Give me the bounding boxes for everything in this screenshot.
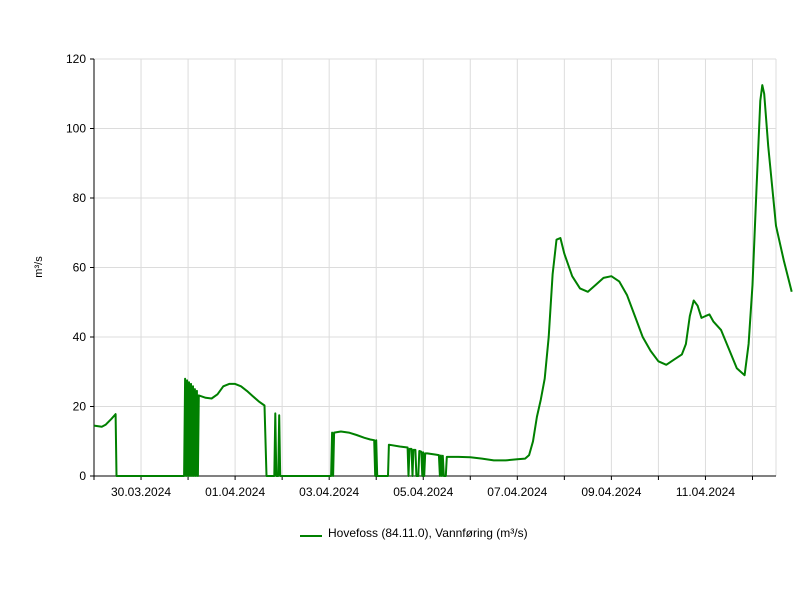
x-tick-label: 01.04.2024 bbox=[205, 485, 265, 499]
x-tick-label: 07.04.2024 bbox=[487, 485, 547, 499]
y-tick-label: 40 bbox=[73, 330, 87, 344]
x-tick-label: 05.04.2024 bbox=[393, 485, 453, 499]
x-tick-label: 09.04.2024 bbox=[581, 485, 641, 499]
y-axis-ticks: 0 20 40 60 80 100 120 bbox=[66, 52, 95, 483]
x-tick-label: 03.04.2024 bbox=[299, 485, 359, 499]
legend-label: Hovefoss (84.11.0), Vannføring (m³/s) bbox=[328, 526, 528, 540]
x-axis-ticks: 30.03.2024 01.04.2024 03.04.2024 05.04.2024… bbox=[93, 475, 776, 499]
grid bbox=[93, 58, 777, 476]
y-tick-label: 60 bbox=[73, 261, 87, 275]
y-tick-label: 0 bbox=[79, 469, 86, 483]
y-axis-label: m³/s bbox=[33, 256, 45, 278]
y-tick-label: 80 bbox=[73, 191, 87, 205]
y-tick-label: 120 bbox=[66, 52, 86, 66]
series-line bbox=[93, 84, 793, 477]
legend: Hovefoss (84.11.0), Vannføring (m³/s) bbox=[300, 527, 528, 540]
x-tick-label: 11.04.2024 bbox=[676, 485, 735, 499]
legend-swatch bbox=[300, 535, 322, 537]
x-tick-label: 30.03.2024 bbox=[111, 485, 171, 499]
y-tick-label: 100 bbox=[66, 122, 86, 136]
chart-canvas: 0 20 40 60 80 100 120 30.03.2024 01.04.2024 03.0… bbox=[33, 52, 793, 499]
series-layer bbox=[93, 84, 793, 477]
y-tick-label: 20 bbox=[73, 400, 87, 414]
